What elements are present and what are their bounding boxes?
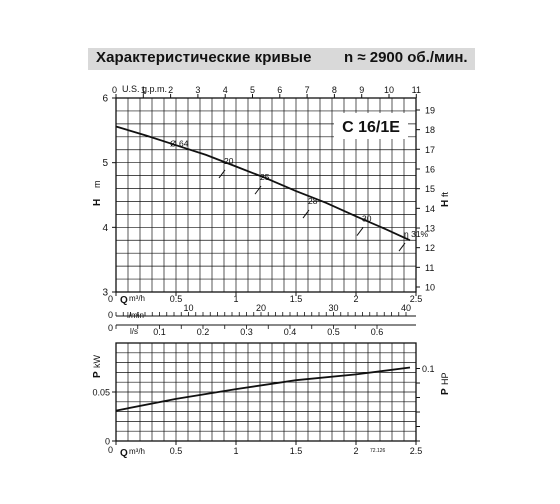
efficiency-tick: [398, 242, 406, 252]
power-x-tick-label: 2: [353, 446, 358, 456]
head-y-tick-label: 4: [102, 223, 108, 234]
top-axis-zero-label: 0: [112, 85, 117, 95]
head-y2-tick-label: 12: [425, 243, 435, 253]
model-label-bg: [334, 113, 408, 139]
head-x-tick-label: 2.5: [410, 294, 423, 304]
power-x-tick-label: 1: [233, 446, 238, 456]
power-x-tick-label: 0.5: [170, 446, 183, 456]
power-y2-tick-label: 0.1: [422, 364, 435, 374]
top-axis-tick-label: 10: [384, 85, 394, 95]
efficiency-label: 30: [362, 214, 372, 224]
head-x-tick-label: 2: [353, 294, 358, 304]
power-y-tick-label: 0.05: [92, 388, 110, 398]
efficiency-label: 25: [260, 172, 270, 182]
head-y2-tick-label: 11: [425, 263, 434, 273]
lmin-tick-label: 40: [401, 303, 411, 313]
lmin-tick-label: 10: [183, 303, 193, 313]
head-x-axis-unit: m³/h: [129, 294, 145, 303]
power-x-tick-label: 1.5: [290, 446, 303, 456]
efficiency-label: 20: [224, 156, 234, 166]
ls-tick-label: 0.6: [371, 327, 384, 337]
lmin-axis-label: l/min: [127, 311, 144, 320]
head-y2-tick-label: 14: [425, 204, 435, 214]
head-y2-tick-label: 18: [425, 125, 435, 135]
ls-zero-label: 0: [108, 323, 113, 333]
rotation-speed: n ≈ 2900 об./мин.: [344, 49, 468, 66]
head-x-tick-label: 1.5: [290, 294, 303, 304]
head-x-tick-label: 1: [233, 294, 238, 304]
head-y2-tick-label: 16: [425, 165, 435, 175]
top-axis-tick-label: 5: [250, 85, 255, 95]
head-y2-axis-unit: ft: [440, 191, 450, 197]
head-x-tick-label: 0.5: [170, 294, 183, 304]
lmin-tick-label: 30: [328, 303, 338, 313]
ls-axis-label: l/s: [130, 327, 138, 336]
head-y2-tick-label: 19: [425, 106, 435, 116]
head-y-tick-label: 6: [102, 94, 108, 105]
ls-tick-label: 0.4: [284, 327, 297, 337]
efficiency-tick: [218, 169, 226, 179]
power-y2-axis-unit: HP: [440, 372, 450, 385]
power-x-axis-unit: m³/h: [129, 447, 145, 456]
head-y-axis-label: H: [92, 199, 103, 206]
top-axis-label: U.S. g.p.m.: [122, 84, 167, 94]
efficiency-label: Ø 64: [170, 139, 189, 149]
head-y-tick-label: 3: [102, 288, 108, 299]
head-y2-tick-label: 13: [425, 224, 435, 234]
header-band: [88, 48, 475, 70]
efficiency-tick: [302, 209, 310, 219]
ls-tick-label: 0.3: [240, 327, 253, 337]
ls-tick-label: 0.5: [327, 327, 340, 337]
power-y2-axis-label: P: [440, 388, 451, 395]
efficiency-label: η 31%: [404, 229, 429, 239]
top-axis-tick-label: 9: [359, 85, 364, 95]
efficiency-tick: [356, 227, 364, 236]
top-axis-tick-label: 8: [332, 85, 337, 95]
power-x-zero-label: 0: [108, 445, 113, 455]
head-x-zero-label: 0: [108, 294, 113, 304]
head-y2-tick-label: 17: [425, 145, 435, 155]
power-x-axis-label: Q: [120, 448, 128, 459]
drawing-code: 72.126: [370, 448, 386, 454]
top-axis-tick-label: 3: [195, 85, 200, 95]
chart-heading: Характеристические кривые: [96, 49, 312, 66]
power-x-tick-label: 2.5: [410, 446, 423, 456]
head-x-axis-label: Q: [120, 295, 128, 306]
power-y-axis-unit: kW: [92, 355, 102, 369]
head-y2-tick-label: 10: [425, 283, 435, 293]
power-y-axis-label: P: [92, 371, 103, 378]
power-curve: [115, 366, 411, 412]
head-y-tick-label: 5: [102, 158, 108, 169]
head-y-axis-unit: m: [92, 181, 102, 189]
top-axis-tick-label: 4: [223, 85, 228, 95]
top-axis-tick-label: 1: [141, 85, 146, 95]
head-curve: [115, 125, 411, 242]
top-axis-tick-label: 6: [277, 85, 282, 95]
efficiency-tick: [254, 185, 262, 195]
power-y-tick-label: 0: [105, 437, 110, 447]
efficiency-label: 28: [308, 196, 318, 206]
model-label: C 16/1E: [342, 119, 400, 136]
top-axis-tick-label: 7: [305, 85, 310, 95]
lmin-zero-label: 0: [108, 310, 113, 320]
head-plot-frame: [115, 97, 417, 293]
head-y2-axis-label: H: [440, 200, 451, 207]
lmin-tick-label: 20: [256, 303, 266, 313]
top-axis-tick-label: 11: [412, 85, 421, 95]
ls-tick-label: 0.1: [153, 327, 166, 337]
ls-tick-label: 0.2: [197, 327, 210, 337]
top-axis-tick-label: 2: [168, 85, 173, 95]
head-y2-tick-label: 15: [425, 184, 435, 194]
